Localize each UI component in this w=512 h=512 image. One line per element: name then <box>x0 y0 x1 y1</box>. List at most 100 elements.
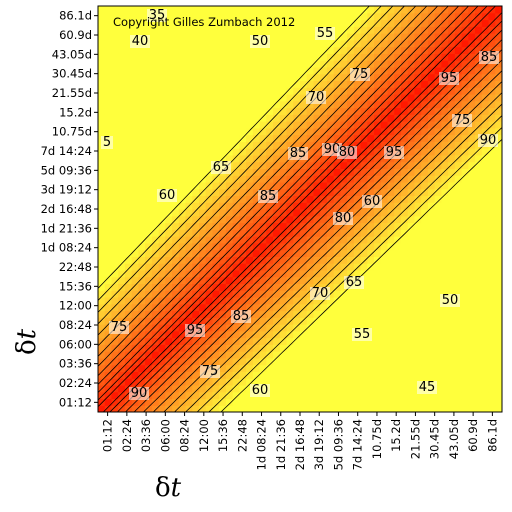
heat-cell <box>448 263 456 271</box>
contour-line <box>98 6 479 394</box>
heat-cell <box>192 242 200 251</box>
heat-cell <box>380 19 389 27</box>
heat-cell <box>441 290 449 298</box>
heat-cell <box>448 33 456 41</box>
heat-cell <box>232 26 240 34</box>
heat-cell <box>172 357 180 366</box>
heat-cell <box>387 371 395 379</box>
heat-cell <box>172 229 180 237</box>
heat-cell <box>185 364 193 372</box>
heat-cell <box>495 33 502 41</box>
heat-cell <box>394 141 402 149</box>
heat-cell <box>461 141 469 149</box>
heat-cell <box>205 398 214 406</box>
heat-cell <box>273 39 281 48</box>
heat-cell <box>111 209 119 217</box>
heat-cell <box>165 33 173 41</box>
heat-cell <box>488 242 496 251</box>
heat-cell <box>421 405 429 412</box>
heat-cell <box>461 229 469 237</box>
heat-cell <box>448 26 456 34</box>
heat-cell <box>212 324 220 332</box>
heat-cell <box>232 46 240 54</box>
heat-cell <box>293 100 301 109</box>
heat-cell <box>266 209 274 217</box>
heat-cell <box>259 107 267 115</box>
heat-cell <box>246 391 254 400</box>
heat-cell <box>246 371 254 379</box>
heat-cell <box>266 100 274 109</box>
heat-cell <box>259 168 267 176</box>
heat-cell <box>320 391 328 400</box>
heat-cell <box>380 26 389 34</box>
heat-cell <box>212 398 220 406</box>
heat-cell <box>158 134 166 142</box>
heat-cell <box>111 148 119 156</box>
heat-cell <box>326 229 335 237</box>
heat-cell <box>293 249 301 257</box>
heat-cell <box>232 19 240 27</box>
heat-cell <box>158 161 166 169</box>
heat-cell <box>353 107 362 115</box>
heat-cell <box>475 351 483 359</box>
heat-cell <box>205 202 214 210</box>
heat-cell <box>347 324 355 332</box>
heat-cell <box>199 73 207 82</box>
heat-cell <box>212 100 220 109</box>
heat-cell <box>252 405 261 412</box>
heat-cell <box>434 256 442 264</box>
heat-cell <box>313 371 321 379</box>
heat-cell <box>192 39 200 48</box>
heat-cell <box>279 310 288 318</box>
heat-cell <box>286 269 294 278</box>
heat-cell <box>488 317 496 325</box>
heat-cell <box>266 87 274 95</box>
heat-cell <box>333 364 341 372</box>
heat-cell <box>454 317 463 325</box>
heat-cell <box>401 202 409 210</box>
heat-cell <box>225 391 234 400</box>
heat-cell <box>185 357 193 366</box>
heat-cell <box>131 195 139 203</box>
heat-cell <box>219 107 227 115</box>
heat-cell <box>468 19 476 27</box>
heat-cell <box>266 324 274 332</box>
heat-cell <box>427 93 436 102</box>
heat-cell <box>185 222 193 230</box>
heat-cell <box>178 33 187 41</box>
heat-cell <box>340 181 348 190</box>
heat-cell <box>165 391 173 400</box>
heat-cell <box>401 222 409 230</box>
heat-cell <box>333 290 341 298</box>
heat-cell <box>475 202 483 210</box>
heat-cell <box>488 384 496 393</box>
heat-cell <box>353 188 362 197</box>
heat-cell <box>326 188 335 197</box>
heat-cell <box>212 107 220 115</box>
heat-cell <box>380 222 389 230</box>
heat-cell <box>219 93 227 102</box>
heat-cell <box>104 175 113 183</box>
heat-cell <box>434 283 442 291</box>
heat-cell <box>199 209 207 217</box>
heat-cell <box>273 283 281 291</box>
heat-cell <box>454 6 463 14</box>
heat-cell <box>293 107 301 115</box>
heat-cell <box>286 364 294 372</box>
heat-cell <box>138 73 146 82</box>
heat-cell <box>454 209 463 217</box>
heat-cell <box>468 391 476 400</box>
heat-cell <box>279 222 288 230</box>
heat-cell <box>111 317 119 325</box>
heat-cell <box>205 195 214 203</box>
heat-cell <box>192 256 200 264</box>
heat-cell <box>158 222 166 230</box>
heat-cell <box>138 310 146 318</box>
heat-cell <box>306 405 315 412</box>
heat-cell <box>414 161 422 169</box>
heat-cell <box>320 114 328 122</box>
heat-cell <box>300 303 308 312</box>
heat-cell <box>212 26 220 34</box>
heat-cell <box>488 310 496 318</box>
heat-cell <box>145 134 153 142</box>
